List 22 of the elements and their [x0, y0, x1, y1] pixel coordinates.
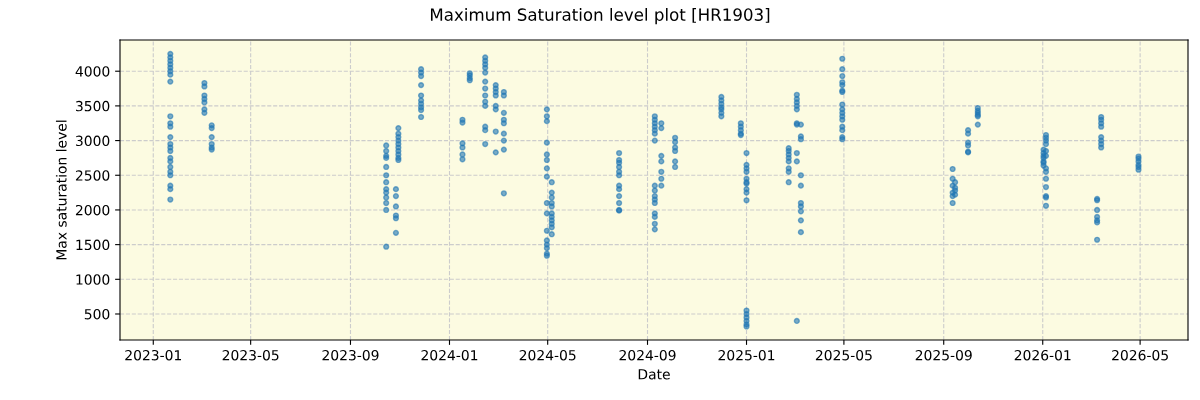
x-tick-label: 2023-05 — [222, 349, 279, 361]
x-tick-label: 2024-09 — [619, 349, 676, 361]
y-tick-label: 2500 — [75, 170, 110, 181]
y-tick-label: 1000 — [76, 274, 110, 285]
x-axis-title: Date — [638, 369, 670, 380]
x-tick-label: 2025-01 — [718, 349, 775, 361]
x-tick-label: 2024-01 — [421, 349, 478, 361]
y-tick-label: 3500 — [75, 100, 110, 112]
y-tick-label: 4000 — [75, 66, 110, 77]
chart-title: Maximum Saturation level plot [HR1903] — [430, 8, 770, 25]
x-tick-label: 2025-05 — [815, 349, 872, 361]
x-tick-label: 2026-01 — [1014, 349, 1071, 361]
x-tick-label: 2023-09 — [322, 349, 379, 361]
x-tick-label: 2026-05 — [1112, 349, 1168, 361]
x-tick-label: 2023-01 — [125, 349, 182, 361]
x-tick-label: 2024-05 — [519, 349, 576, 361]
y-tick-label: 1500 — [76, 239, 110, 251]
x-tick-label: 2025-09 — [915, 349, 972, 361]
y-tick-label: 2000 — [75, 204, 110, 216]
y-axis-title: Max saturation level — [55, 120, 67, 260]
y-tick-label: 3000 — [75, 135, 110, 147]
y-tick-label: 500 — [84, 308, 110, 320]
